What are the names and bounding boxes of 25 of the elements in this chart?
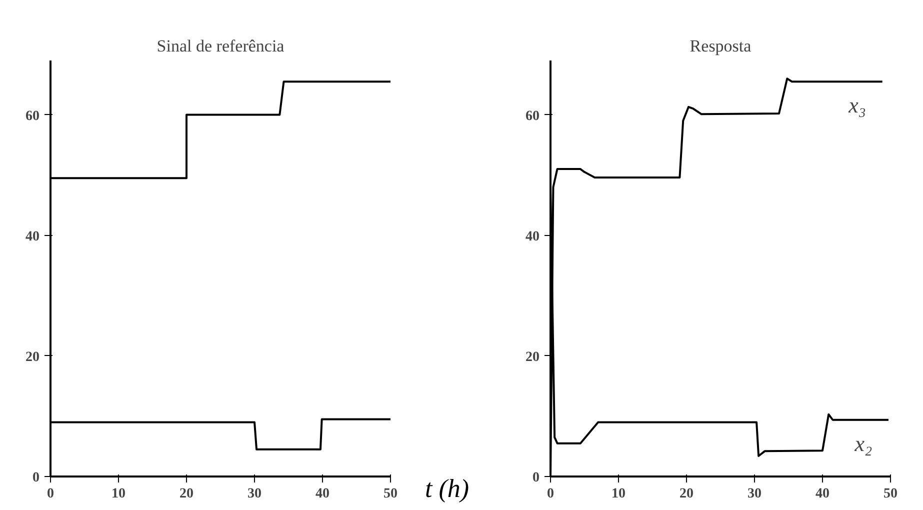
chart-title: Resposta <box>690 36 752 56</box>
y-tick-label: 40 <box>26 229 40 244</box>
y-tick-label: 20 <box>526 350 540 365</box>
x-tick-label: 10 <box>612 486 626 502</box>
x-tick-label: 30 <box>248 486 262 502</box>
y-tick-label: 20 <box>26 350 40 365</box>
x-axis-title: t (h) <box>425 473 470 505</box>
x-tick-label: 50 <box>884 486 898 502</box>
x-tick-label: 10 <box>112 486 126 502</box>
x-tick-label: 30 <box>748 486 762 502</box>
y-tick-label: 40 <box>526 229 540 244</box>
y-tick-label: 0 <box>532 470 540 486</box>
x-tick-label: 0 <box>47 486 54 502</box>
series-label: x₃ <box>848 92 866 118</box>
y-tick-label: 60 <box>526 108 540 124</box>
y-tick-label: 0 <box>32 470 40 486</box>
series-label: x₂ <box>854 430 873 456</box>
x-tick-label: 50 <box>384 486 398 502</box>
x-tick-label: 0 <box>547 486 554 502</box>
x-tick-label: 40 <box>316 486 330 502</box>
y-tick-label: 60 <box>26 108 40 124</box>
chart-title: Sinal de referência <box>156 36 285 56</box>
x-tick-label: 20 <box>680 486 694 502</box>
x-tick-label: 40 <box>816 486 830 502</box>
x-tick-label: 20 <box>180 486 194 502</box>
